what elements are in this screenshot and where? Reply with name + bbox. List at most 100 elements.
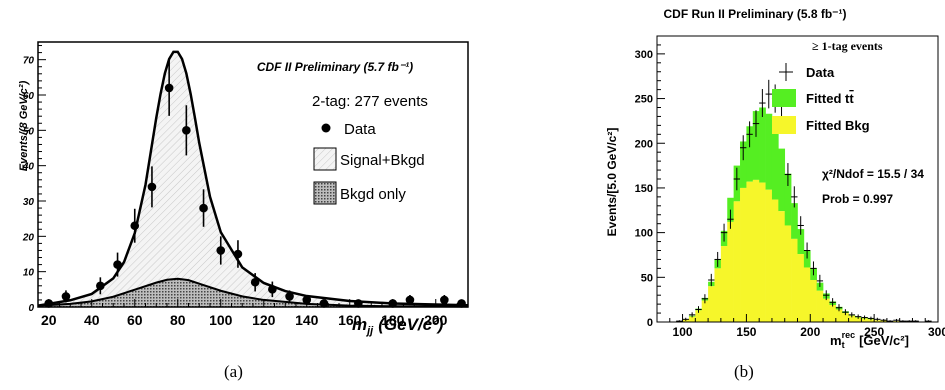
x-tick-label: 300 [928,325,945,339]
bkg-bar [682,319,690,322]
bkg-bar [688,316,696,322]
data-point [285,292,294,301]
data-point [440,295,449,305]
ttbar-bar [854,316,862,318]
ttbar-bar [823,293,830,299]
bkg-bar [727,221,734,322]
bkg-bar [906,321,913,322]
chart-b-ylabel: Events/[5.0 GeV/c²] [605,128,619,237]
bkg-bar [740,187,747,322]
x-tick-label: 100 [673,325,693,339]
y-tick-label: 0 [28,303,34,314]
bkg-bar [784,225,792,322]
data-point [405,295,415,305]
ttbar-bar [810,268,817,280]
bkgd-area [38,278,468,307]
legend-b-bkg-label: Fitted Bkg [806,118,870,133]
x-tick-label: 200 [800,325,820,339]
data-point [250,277,260,287]
ttbar-bar [842,311,849,314]
chart-b-xlabel-units: [GeV/c²] [859,333,909,348]
chart-a-ylabel: Events/(8 GeV/c²) [18,80,30,171]
ttbar-bar [752,111,760,180]
ttbar-bar [803,250,811,268]
bkg-bar [861,318,869,322]
x-tick-label: 140 [295,312,319,328]
bkg-bar [720,246,728,322]
bkg-bar [714,268,722,322]
data-point [216,246,226,255]
legend-b-bkg-swatch [772,116,796,134]
ttbar-bar [771,125,779,200]
legend-data-marker [321,123,331,133]
bkg-bar [835,309,843,322]
bkg-bar [816,290,824,322]
data-point [164,83,174,93]
bkg-bar [810,279,817,322]
bkg-bar [803,267,811,322]
y-tick-label: 250 [635,94,653,106]
bkg-bar [733,201,741,322]
legend-b-ttbar-swatch [772,89,796,107]
data-point [354,299,363,308]
legend-bkgd-label: Bkgd only [340,186,406,203]
chart-b-title: CDF Run II Preliminary (5.8 fb⁻¹) [663,7,846,21]
y-tick-label: 30 [23,197,35,208]
chart-b-xlabel: mtrec [GeV/c²] [830,330,909,350]
ttbar-bar [740,141,747,188]
ttbar-bar [765,113,773,190]
ttbar-bar [720,230,728,247]
data-point [61,292,71,301]
chart-a-xlabel-main: m [352,315,367,334]
data-point [96,281,105,291]
bkg-bar [746,181,754,322]
ttbar-bar [791,203,798,239]
legend-b-ttbar-label: Fitted tt [806,91,854,106]
bkg-bar [778,211,786,322]
bkg-bar [867,319,875,322]
ttbar-bar [746,126,754,182]
bkg-bar [797,254,805,322]
bkg-bar [771,199,779,322]
ttbar-bar [784,173,792,226]
bkg-bar [848,315,856,322]
bkg-bar [899,321,907,322]
signal-bkgd-curve [37,50,469,307]
legend-data-label: Data [344,121,376,138]
bkg-bar [676,321,683,322]
data-point [147,182,157,192]
legend-signal-label: Signal+Bkgd [340,152,425,169]
ttbar-bar [695,308,703,311]
chart-a-subtitle: 2-tag: 277 events [312,93,428,110]
bkg-bar [759,182,766,322]
legend-signal-swatch [313,147,337,171]
bkg-bar [874,320,881,322]
data-point [182,126,191,135]
ttbar-bar [688,315,696,317]
x-tick-label: 250 [864,325,884,339]
bkg-bar [791,238,798,322]
chart-b-xlabel-sub: t [842,340,845,350]
ttbar-bar [835,306,843,310]
data-point [130,221,140,231]
data-point [233,249,243,259]
x-tick-label: 40 [84,312,100,328]
chart-a-frame [37,41,469,308]
chart-a-xlabel-sub: jj [365,325,374,337]
chart-a-xlabel: mjj (GeV/c²) [352,315,444,337]
signal-bkgd-area [38,51,468,307]
y-tick-label: 70 [23,56,35,67]
x-tick-label: 120 [252,312,276,328]
chart-b-xlabel-main: m [830,333,842,348]
bkg-bar [695,310,703,322]
y-tick-label: 300 [635,49,653,61]
ttbar-bar [701,297,709,301]
legend-bkgd-swatch [313,181,337,205]
ttbar-bar [727,197,734,222]
x-tick-label: 160 [338,312,362,328]
y-tick-label: 0 [647,317,653,329]
y-tick-label: 20 [22,232,35,243]
chart-b-xlabel-sup: rec [842,330,856,340]
ttbar-bar [861,317,869,319]
bkg-bar [765,189,773,322]
